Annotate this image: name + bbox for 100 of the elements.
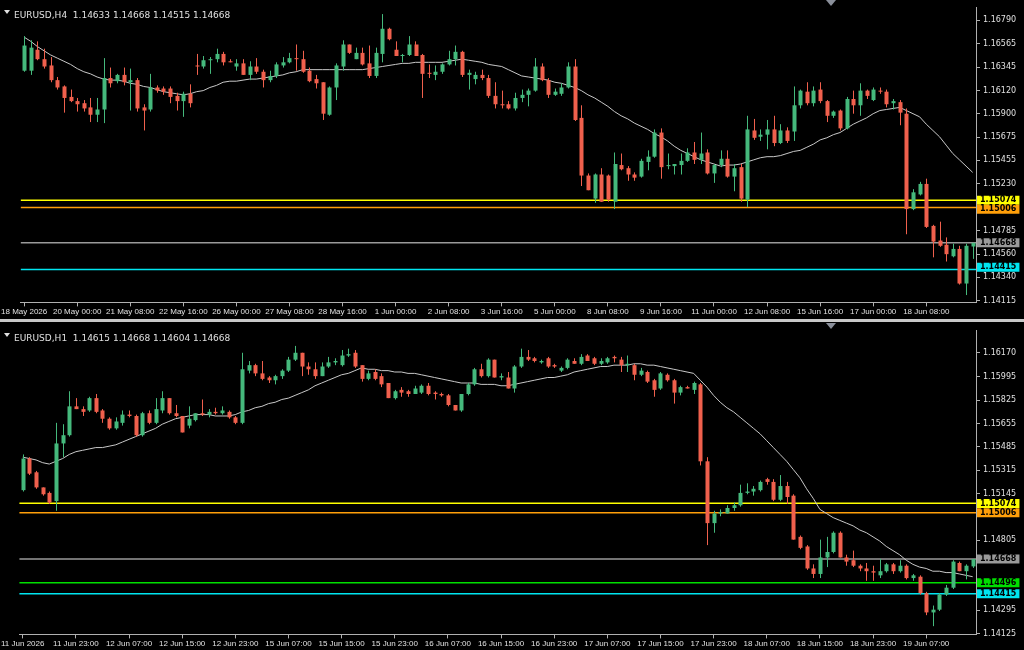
candlestick <box>140 411 145 438</box>
x-tick-label: 11 Jun 2026 <box>1 639 46 649</box>
candlestick <box>248 60 253 81</box>
y-tick-label: 1.15230 <box>983 179 1017 189</box>
candlestick <box>805 544 810 571</box>
candlestick <box>61 423 66 458</box>
ref-line-label: 1.14496 <box>980 577 1017 587</box>
y-tick-label: 1.15655 <box>983 418 1017 428</box>
x-tick-label: 26 May 00:00 <box>212 307 262 317</box>
candlestick <box>188 83 193 108</box>
candlestick <box>128 68 133 112</box>
x-tick-label: 11 Jun 23:00 <box>53 639 100 649</box>
candlestick <box>771 478 776 502</box>
candlestick <box>374 47 379 79</box>
candlestick <box>931 224 936 258</box>
candlestick <box>200 398 205 417</box>
candlestick <box>367 45 372 79</box>
candlestick <box>818 81 823 104</box>
x-tick-label: 5 Jun 00:00 <box>533 307 577 317</box>
candlestick <box>134 414 139 438</box>
candlestick <box>831 530 836 554</box>
ref-line-label: 1.15006 <box>980 204 1017 214</box>
candlestick <box>486 357 491 379</box>
candlestick <box>49 56 54 83</box>
y-tick-label: 1.15675 <box>983 132 1017 142</box>
candlestick <box>486 74 491 99</box>
x-tick-label: 16 Jun 07:00 <box>424 639 472 649</box>
x-tick-label: 12 Jun 23:00 <box>212 639 259 649</box>
candlestick <box>208 56 213 75</box>
x-tick-label: 28 May 16:00 <box>318 307 368 317</box>
x-tick-label: 2 Jun 08:00 <box>427 307 471 317</box>
x-tick-label: 27 May 08:00 <box>265 307 315 317</box>
candlestick <box>798 89 803 109</box>
candlestick <box>911 188 916 211</box>
y-tick-label: 1.14115 <box>983 295 1017 305</box>
candlestick <box>29 39 34 76</box>
y-tick-label: 1.15825 <box>983 395 1017 405</box>
candlestick <box>818 539 823 579</box>
ref-line-label: 1.15074 <box>980 195 1017 205</box>
candlestick <box>260 360 265 381</box>
candlestick <box>95 97 100 123</box>
y-tick-label: 1.15145 <box>983 488 1017 498</box>
y-tick-label: 1.16170 <box>983 347 1017 357</box>
ref-line-label: 1.14415 <box>980 588 1017 598</box>
y-tick-label: 1.15995 <box>983 371 1017 381</box>
x-tick-label: 17 Jun 23:00 <box>690 639 738 649</box>
candlestick <box>772 115 777 147</box>
y-tick-label: 1.14805 <box>983 535 1017 545</box>
y-tick-label: 1.14295 <box>983 605 1017 615</box>
x-tick-label: 17 Jun 00:00 <box>850 307 897 317</box>
x-tick-label: 15 Jun 16:00 <box>796 307 844 317</box>
candlestick <box>944 236 949 263</box>
y-tick-label: 1.15900 <box>983 108 1017 118</box>
candlestick <box>187 405 192 429</box>
candlestick <box>94 393 99 414</box>
chart-title: EURUSD,H4 1.14633 1.14668 1.14515 1.14668 <box>14 10 231 21</box>
candlestick <box>825 99 830 123</box>
candlestick <box>519 348 524 369</box>
candlestick <box>301 50 306 74</box>
candlestick <box>142 103 147 131</box>
candlestick <box>692 141 697 165</box>
x-tick-label: 16 Jun 23:00 <box>531 639 578 649</box>
candlestick <box>341 39 346 72</box>
candlestick <box>679 153 684 175</box>
x-tick-label: 18 Jun 07:00 <box>743 639 791 649</box>
x-tick-label: 12 Jun 15:00 <box>159 639 206 649</box>
ref-line-label: 1.15074 <box>980 498 1017 508</box>
candlestick <box>805 81 810 106</box>
candlestick <box>88 97 93 123</box>
y-tick-label: 1.16790 <box>983 15 1017 25</box>
candlestick <box>918 574 923 596</box>
candlestick <box>460 50 465 78</box>
candlestick <box>738 484 743 508</box>
x-tick-label: 18 Jun 15:00 <box>796 639 844 649</box>
candlestick <box>512 364 517 394</box>
x-tick-label: 8 Jun 08:00 <box>586 307 630 317</box>
candlestick <box>546 77 551 99</box>
x-tick-label: 19 Jun 07:00 <box>903 639 950 649</box>
candlestick <box>420 53 425 99</box>
x-tick-label: 21 May 08:00 <box>106 307 156 317</box>
x-tick-label: 11 Jun 00:00 <box>691 307 738 317</box>
x-tick-label: 20 May 00:00 <box>52 307 102 317</box>
y-tick-label: 1.15485 <box>983 441 1017 451</box>
y-tick-label: 1.16120 <box>983 85 1017 95</box>
candlestick <box>42 48 47 70</box>
candlestick <box>898 99 903 126</box>
candlestick <box>878 558 883 579</box>
candlestick <box>566 61 571 90</box>
chart-title: EURUSD,H1 1.14615 1.14668 1.14604 1.14668 <box>14 333 231 344</box>
candlestick <box>427 63 432 79</box>
y-tick-label: 1.14560 <box>983 249 1017 259</box>
x-tick-label: 15 Jun 15:00 <box>318 639 366 649</box>
x-tick-label: 17 Jun 07:00 <box>584 639 631 649</box>
ref-line-label: 1.14415 <box>980 262 1017 272</box>
candlestick <box>712 510 717 534</box>
candlestick <box>811 85 816 107</box>
candlestick <box>108 67 113 88</box>
candlestick <box>467 69 472 91</box>
ref-line-label: 1.14668 <box>980 237 1017 247</box>
y-tick-label: 1.16565 <box>983 39 1017 49</box>
